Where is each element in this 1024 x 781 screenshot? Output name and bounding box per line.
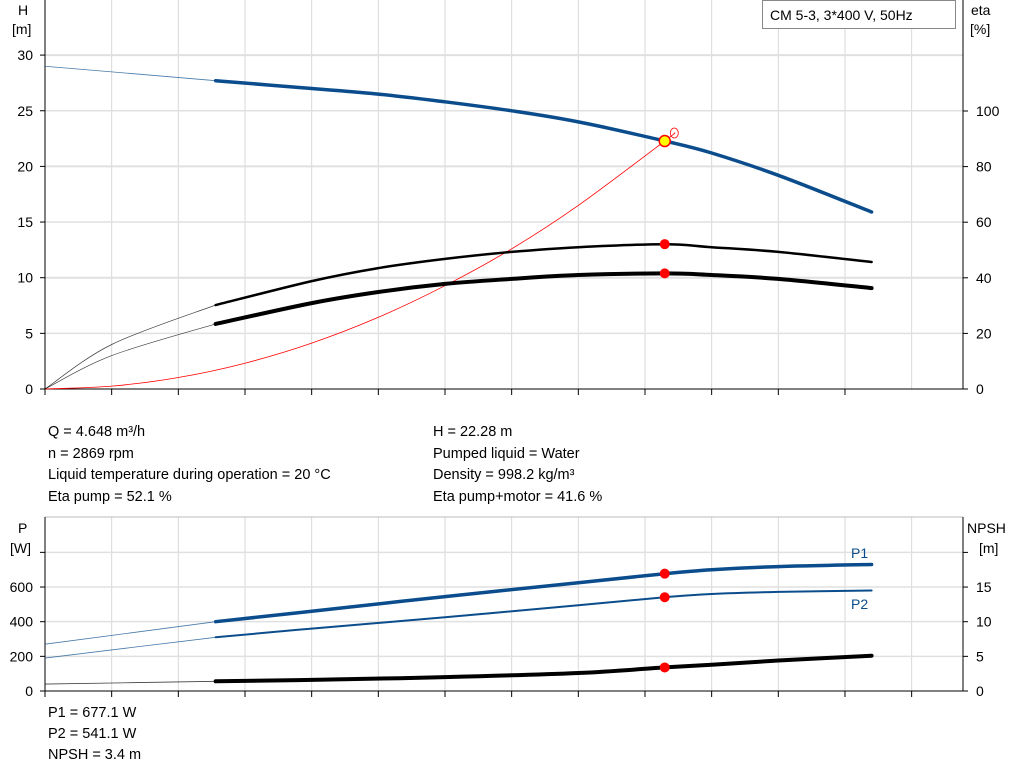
y-tick-label: 0 <box>25 381 33 397</box>
y-tick-label: 10 <box>17 270 33 286</box>
readout-n: n = 2869 rpm <box>48 446 134 462</box>
readout-h: H = 22.28 m <box>433 424 513 440</box>
y2-tick-label: 20 <box>976 325 992 341</box>
p1-label: P1 <box>851 545 868 561</box>
y-tick-label: 400 <box>10 614 34 630</box>
y-tick-label: 15 <box>17 214 33 230</box>
y2-axis-label-unit: [m] <box>979 540 998 556</box>
y2-tick-label: 80 <box>976 159 992 175</box>
eta-pump-duty-marker <box>659 239 670 250</box>
y-axis-label-unit: [W] <box>10 540 31 556</box>
p1-curve-extrapolated <box>44 621 216 645</box>
eta-total-duty-marker <box>659 268 670 279</box>
y2-axis-label-unit: [%] <box>970 21 990 37</box>
readout-npsh: NPSH = 3.4 m <box>48 747 142 763</box>
readout-q: Q = 4.648 m³/h <box>48 424 146 440</box>
eta-pump-curve <box>214 242 873 307</box>
y-tick-label: 0 <box>25 683 33 699</box>
y-tick-label: 25 <box>17 103 33 119</box>
head-curve-extrapolated <box>44 65 216 82</box>
readout-p2: P2 = 541.1 W <box>48 726 137 742</box>
system-curve <box>44 132 676 390</box>
y-tick-label: 5 <box>25 325 33 341</box>
readout-liquid: Pumped liquid = Water <box>433 446 580 462</box>
readout-temp: Liquid temperature during operation = 20… <box>48 467 331 483</box>
p2-curve-extrapolated <box>44 636 216 659</box>
readout-density: Density = 998.2 kg/m³ <box>433 467 575 483</box>
y2-axis-label-name: eta <box>971 2 991 18</box>
y2-tick-label: 0 <box>976 381 984 397</box>
y2-tick-label: 60 <box>976 214 992 230</box>
y-tick-label: 600 <box>10 579 34 595</box>
y-tick-label: 200 <box>10 648 34 664</box>
y-axis-label-name: H <box>18 2 28 18</box>
y2-tick-label: 10 <box>976 614 992 630</box>
title-box <box>762 0 956 29</box>
head-curve <box>213 78 874 214</box>
npsh-curve <box>213 653 874 684</box>
chart-title: CM 5-3, 3*400 V, 50Hz <box>770 7 913 23</box>
y-tick-label: 20 <box>17 158 33 174</box>
readout-eta-total: Eta pump+motor = 41.6 % <box>433 489 603 505</box>
npsh-duty-marker <box>659 662 670 673</box>
y2-tick-label: 100 <box>976 103 1000 119</box>
p2-label: P2 <box>851 596 868 612</box>
y-axis-label-name: P <box>18 520 27 536</box>
power-npsh-chart: 0 200 400 600 0 5 10 15 P [W] NPSH [m] P1 P2 <box>10 516 1006 699</box>
duty-point-marker <box>658 134 671 148</box>
p1-curve <box>213 562 874 624</box>
performance-chart: 05101520253002040608010000.51.01.52.02.5… <box>12 0 1000 397</box>
eta-total-curve-extrapolated <box>44 323 216 390</box>
readout-p1: P1 = 677.1 W <box>48 705 137 721</box>
eta-pump-curve-extrapolated <box>44 304 216 390</box>
readout-eta-pump: Eta pump = 52.1 % <box>48 489 172 505</box>
y-axis-label-unit: [m] <box>12 21 31 37</box>
y-tick-label: 30 <box>17 47 33 63</box>
y2-tick-label: 40 <box>976 270 992 286</box>
p1-duty-marker <box>659 568 670 579</box>
y2-tick-label: 15 <box>976 579 992 595</box>
p2-curve <box>214 589 873 639</box>
y2-axis-label-name: NPSH <box>967 520 1006 536</box>
p2-duty-marker <box>659 592 670 603</box>
system-end-marker <box>669 127 679 139</box>
eta-total-curve <box>213 271 874 326</box>
y2-tick-label: 5 <box>976 648 984 664</box>
npsh-curve-extrapolated <box>44 680 216 685</box>
y2-tick-label: 0 <box>976 683 984 699</box>
